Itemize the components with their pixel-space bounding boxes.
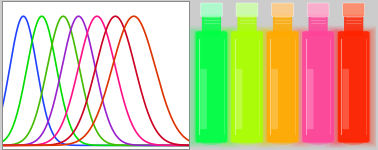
Ellipse shape <box>307 139 329 145</box>
FancyBboxPatch shape <box>307 69 313 129</box>
FancyBboxPatch shape <box>297 29 339 144</box>
FancyBboxPatch shape <box>336 31 372 143</box>
FancyBboxPatch shape <box>343 3 365 16</box>
FancyBboxPatch shape <box>262 29 303 144</box>
Ellipse shape <box>236 139 258 145</box>
FancyBboxPatch shape <box>338 31 370 142</box>
FancyBboxPatch shape <box>344 14 363 36</box>
FancyBboxPatch shape <box>271 69 278 129</box>
FancyBboxPatch shape <box>301 31 336 143</box>
FancyBboxPatch shape <box>236 69 242 129</box>
FancyBboxPatch shape <box>183 26 240 148</box>
FancyBboxPatch shape <box>237 14 257 36</box>
FancyBboxPatch shape <box>258 27 307 146</box>
FancyBboxPatch shape <box>266 31 299 142</box>
Ellipse shape <box>271 139 294 145</box>
FancyBboxPatch shape <box>226 29 268 144</box>
FancyBboxPatch shape <box>236 3 258 16</box>
FancyBboxPatch shape <box>265 31 301 143</box>
FancyBboxPatch shape <box>290 26 346 148</box>
FancyBboxPatch shape <box>195 31 227 142</box>
FancyBboxPatch shape <box>202 14 221 36</box>
FancyBboxPatch shape <box>302 31 334 142</box>
FancyBboxPatch shape <box>200 69 207 129</box>
FancyBboxPatch shape <box>200 3 222 16</box>
FancyBboxPatch shape <box>308 14 328 36</box>
FancyBboxPatch shape <box>194 31 229 143</box>
FancyBboxPatch shape <box>272 3 293 16</box>
FancyBboxPatch shape <box>219 26 275 148</box>
FancyBboxPatch shape <box>229 31 265 143</box>
Ellipse shape <box>200 139 223 145</box>
FancyBboxPatch shape <box>187 27 236 146</box>
FancyBboxPatch shape <box>342 69 349 129</box>
FancyBboxPatch shape <box>325 26 378 148</box>
FancyBboxPatch shape <box>333 29 374 144</box>
FancyBboxPatch shape <box>231 31 263 142</box>
FancyBboxPatch shape <box>294 27 342 146</box>
FancyBboxPatch shape <box>273 14 292 36</box>
FancyBboxPatch shape <box>307 3 329 16</box>
FancyBboxPatch shape <box>223 27 271 146</box>
FancyBboxPatch shape <box>254 26 311 148</box>
FancyBboxPatch shape <box>329 27 378 146</box>
Ellipse shape <box>342 139 365 145</box>
FancyBboxPatch shape <box>191 29 232 144</box>
